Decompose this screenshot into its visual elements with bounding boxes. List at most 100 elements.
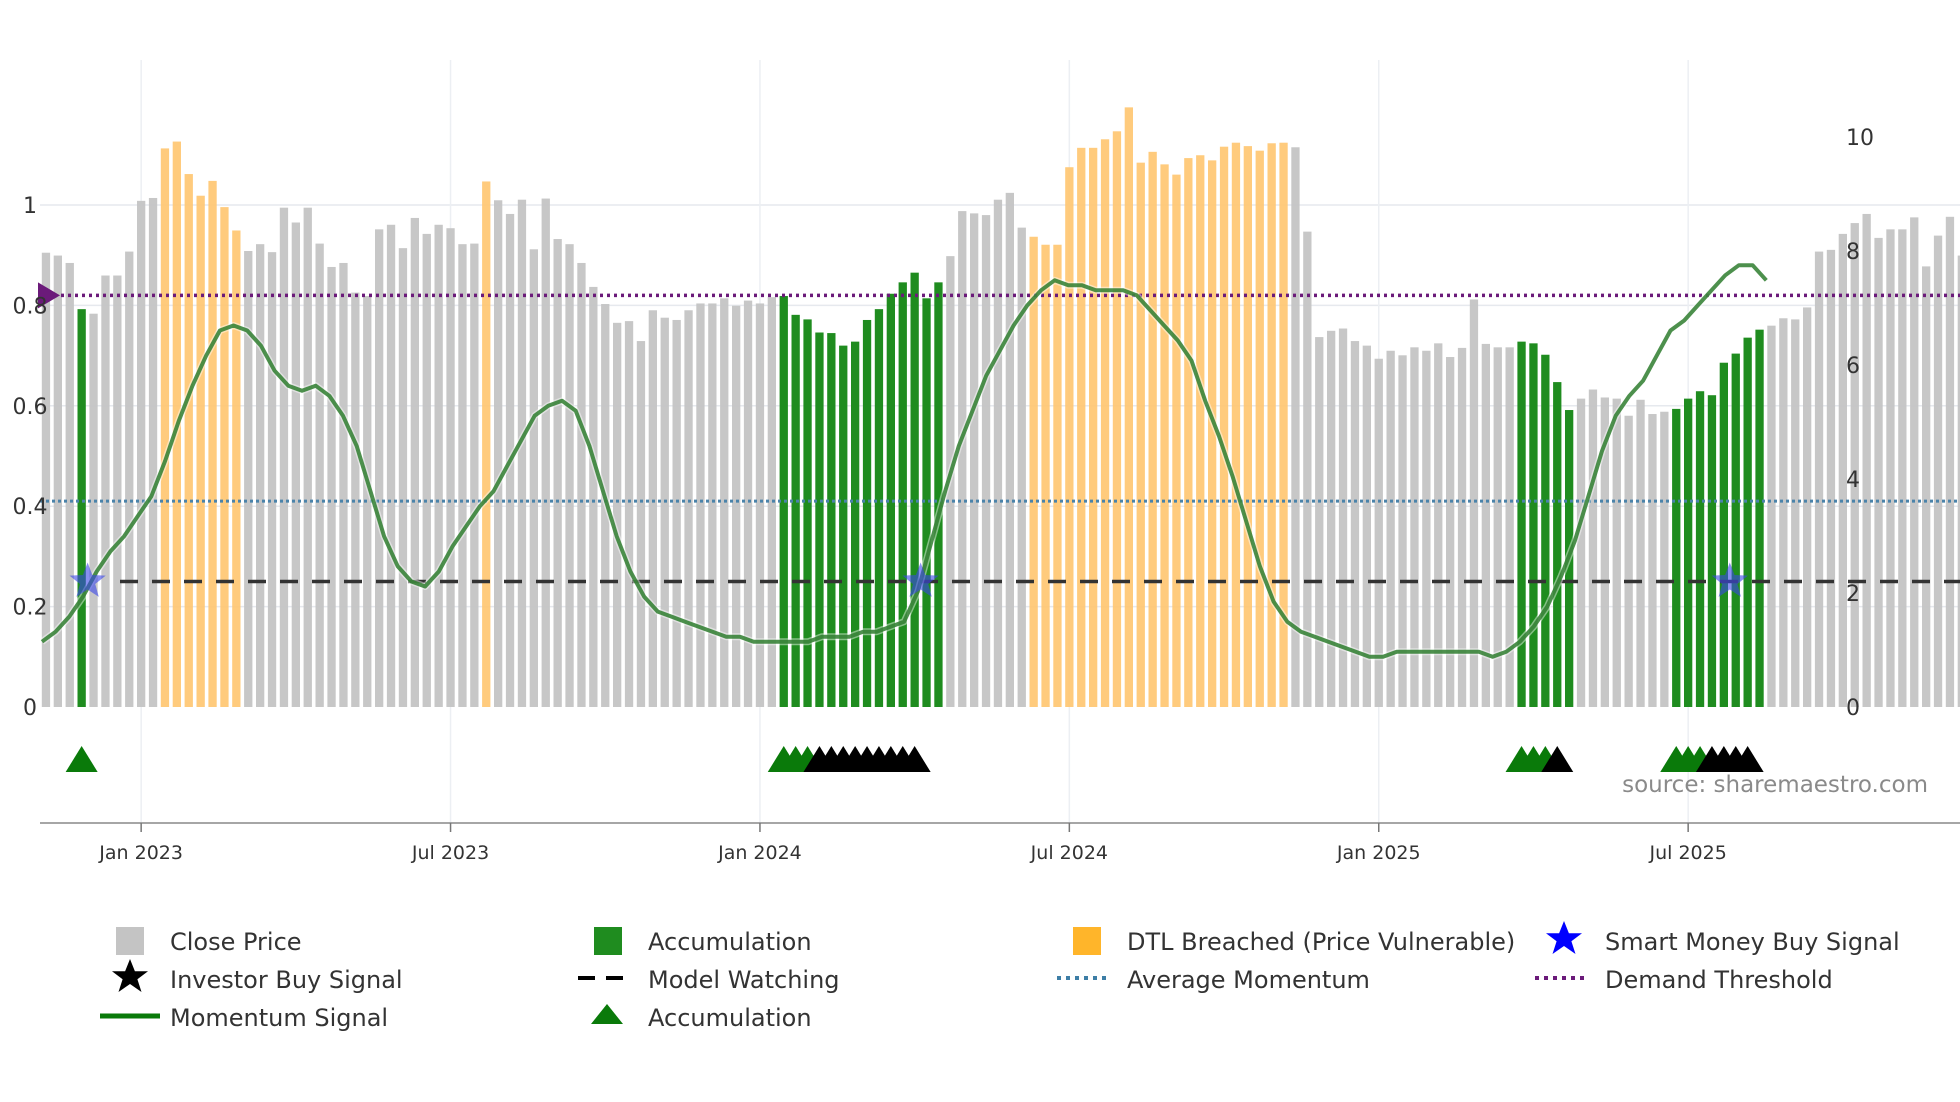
source-text: source: sharemaestro.com bbox=[1622, 772, 1928, 798]
close-price-bar bbox=[1874, 237, 1883, 707]
momentum-line bbox=[40, 263, 1768, 659]
accumulation-bar bbox=[898, 282, 907, 707]
legend-swatch-dtl bbox=[1073, 927, 1101, 955]
legend-investor-icon bbox=[112, 959, 148, 992]
close-price-bar bbox=[993, 199, 1003, 707]
close-price-bar bbox=[410, 217, 419, 707]
close-price-bar bbox=[648, 310, 657, 707]
accumulation-bar bbox=[77, 309, 86, 707]
close-price-bar bbox=[1422, 350, 1431, 707]
right-axis-tick-label: 0 bbox=[1846, 696, 1860, 721]
close-price-bar bbox=[256, 244, 265, 707]
dtl-breached-bar bbox=[1077, 147, 1086, 707]
close-price-bar bbox=[303, 207, 312, 707]
left-axis-tick-label: 0.4 bbox=[13, 495, 48, 520]
dtl-breached-bar bbox=[1112, 131, 1122, 708]
close-price-bar bbox=[1350, 341, 1360, 707]
accumulation-bar bbox=[886, 293, 895, 707]
close-price-bar bbox=[541, 198, 550, 707]
close-price-bar bbox=[1826, 249, 1836, 708]
close-price-bar bbox=[422, 233, 431, 707]
close-price-bar bbox=[1612, 398, 1621, 707]
close-price-bar bbox=[755, 303, 765, 707]
close-price-bar bbox=[577, 262, 586, 707]
close-price-bar bbox=[1457, 347, 1467, 707]
close-price-bar bbox=[1945, 216, 1955, 708]
close-price-bar bbox=[65, 262, 74, 707]
close-price-bar bbox=[958, 211, 967, 707]
accumulation-bar bbox=[1755, 329, 1764, 707]
close-price-bar bbox=[1493, 347, 1502, 707]
dtl-breached-bar bbox=[1136, 162, 1145, 707]
close-price-bar bbox=[1374, 358, 1383, 707]
close-price-bar bbox=[1814, 251, 1824, 707]
investor-marker bbox=[898, 746, 931, 772]
legend-label-avg-momentum: Average Momentum bbox=[1127, 966, 1370, 994]
demand-threshold-marker bbox=[38, 282, 60, 309]
dtl-breached-bar bbox=[1196, 155, 1205, 708]
close-price-bar bbox=[89, 313, 98, 707]
legend-swatch-accumulation bbox=[594, 927, 622, 955]
signal-markers bbox=[65, 562, 1764, 772]
dtl-breached-bar bbox=[1279, 142, 1288, 707]
investor-marker bbox=[1731, 746, 1764, 772]
legend-label-close: Close Price bbox=[170, 928, 302, 956]
accumulation-bar bbox=[1672, 408, 1681, 707]
dtl-breached-bar bbox=[1255, 150, 1264, 707]
x-axis-tick-label: Jul 2024 bbox=[1030, 842, 1108, 864]
close-price-bar bbox=[1291, 147, 1300, 707]
close-price-bar bbox=[565, 244, 574, 707]
close-price-bar bbox=[1636, 399, 1645, 707]
close-price-bar bbox=[279, 207, 289, 707]
legend-label-investor: Investor Buy Signal bbox=[170, 966, 403, 994]
close-price-bar bbox=[529, 249, 538, 708]
accumulation-bar bbox=[1707, 395, 1717, 707]
accumulation-bar bbox=[803, 319, 812, 707]
close-price-bar bbox=[946, 256, 955, 707]
close-price-bar bbox=[1481, 343, 1490, 707]
close-price-bar bbox=[1327, 330, 1336, 707]
close-price-bar bbox=[1933, 235, 1943, 708]
close-price-bar bbox=[1303, 231, 1312, 707]
dtl-breached-bar bbox=[1243, 146, 1252, 707]
close-price-bar bbox=[517, 199, 527, 707]
close-price-bar bbox=[743, 300, 753, 707]
legend-label-demand: Demand Threshold bbox=[1605, 966, 1833, 994]
dtl-breached-bar bbox=[1100, 139, 1110, 707]
legend-label-accumulation: Accumulation bbox=[648, 928, 812, 956]
signal-lines bbox=[38, 261, 1960, 661]
close-price-bar bbox=[1005, 192, 1014, 708]
close-price-bar bbox=[1576, 398, 1586, 707]
close-price-bar bbox=[137, 200, 146, 707]
close-price-bar bbox=[1398, 355, 1407, 707]
x-axis-tick-label: Jan 2025 bbox=[1336, 842, 1421, 864]
close-price-bar bbox=[1588, 389, 1598, 707]
close-price-bar bbox=[458, 244, 467, 707]
accumulation-bar bbox=[827, 333, 836, 707]
accumulation-bar bbox=[1743, 337, 1752, 707]
close-price-bar bbox=[589, 286, 598, 707]
close-price-bar bbox=[981, 215, 991, 707]
right-axis-tick-label: 10 bbox=[1846, 126, 1874, 151]
close-price-bar bbox=[1767, 325, 1776, 707]
accumulation-bar bbox=[791, 314, 800, 707]
right-axis-tick-label: 2 bbox=[1846, 582, 1860, 607]
smart-money-star bbox=[1711, 562, 1748, 597]
x-axis-tick-label: Jan 2024 bbox=[717, 842, 802, 864]
dtl-breached-bar bbox=[160, 148, 170, 707]
close-price-bar bbox=[446, 228, 455, 707]
accumulation-bar bbox=[1517, 341, 1526, 707]
accumulation-bar bbox=[815, 332, 824, 707]
dtl-breached-bar bbox=[1148, 151, 1157, 707]
accumulation-marker bbox=[65, 746, 98, 772]
close-price-bar bbox=[398, 248, 408, 707]
close-price-bar bbox=[1850, 223, 1859, 707]
close-price-bar bbox=[434, 224, 443, 707]
close-price-bar bbox=[1910, 217, 1919, 707]
close-price-bar bbox=[1410, 347, 1419, 707]
legend-smart-money-icon bbox=[1546, 921, 1582, 954]
right-axis-tick-label: 6 bbox=[1846, 354, 1860, 379]
close-price-bar bbox=[327, 266, 336, 707]
accumulation-bar bbox=[1695, 391, 1705, 707]
